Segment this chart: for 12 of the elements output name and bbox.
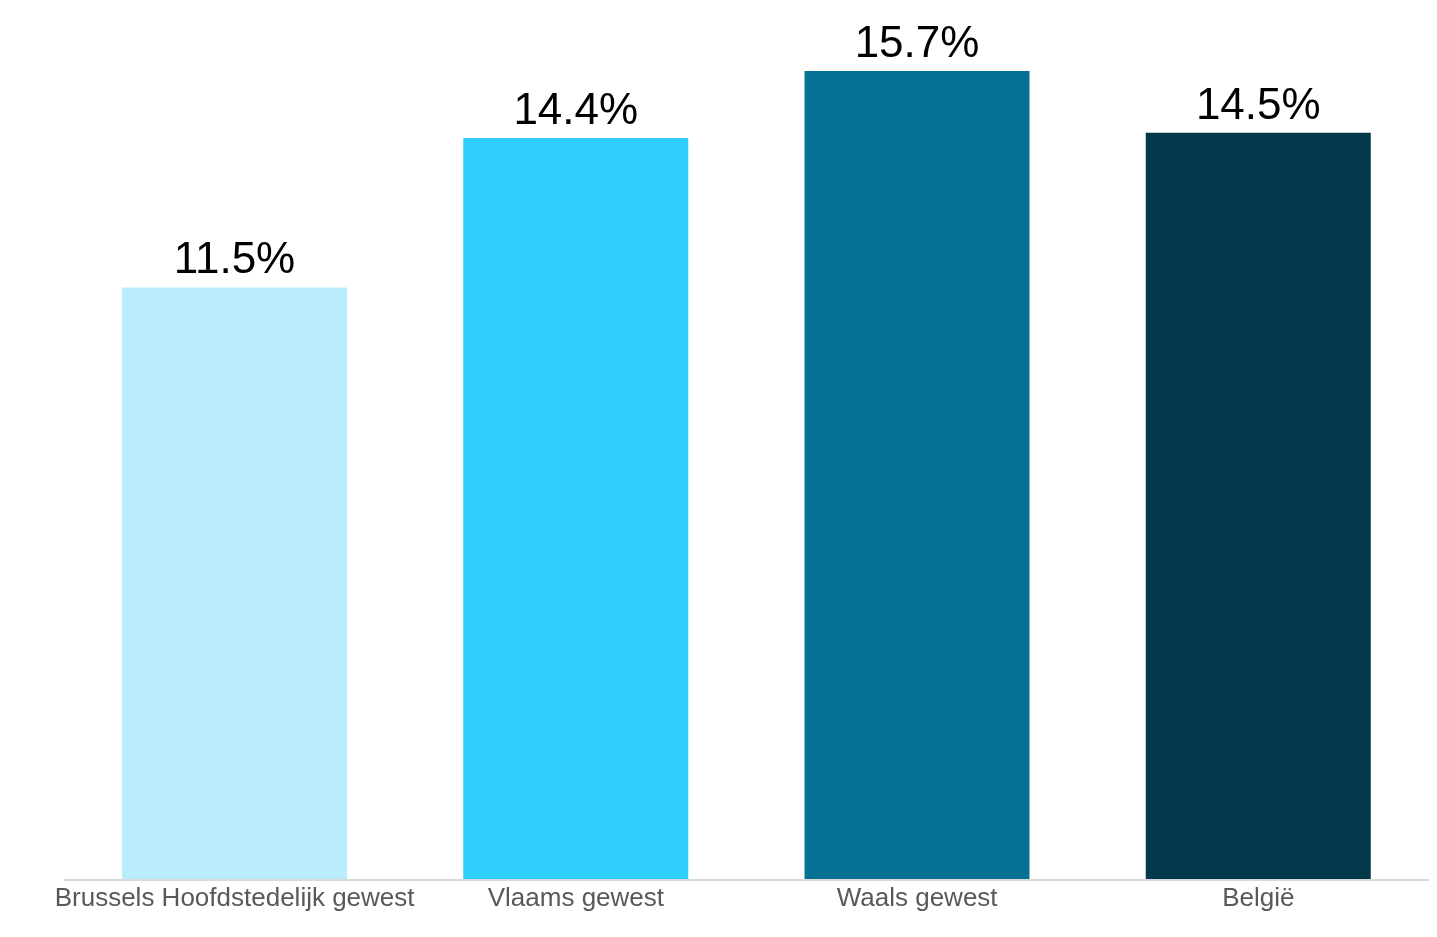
data-label: 11.5% xyxy=(173,233,296,283)
x-tick-label: België xyxy=(1222,882,1295,913)
bar xyxy=(804,71,1030,880)
bar xyxy=(122,287,348,880)
bar xyxy=(1145,132,1371,880)
data-label: 14.4% xyxy=(513,83,639,133)
x-tick-label: Brussels Hoofdstedelijk gewest xyxy=(54,882,416,913)
data-label: 15.7% xyxy=(854,17,980,66)
data-label: 14.5% xyxy=(1195,78,1321,128)
bar xyxy=(463,137,689,880)
x-tick-label: Waals gewest xyxy=(836,882,999,913)
x-tick-label: Vlaams gewest xyxy=(487,882,665,913)
